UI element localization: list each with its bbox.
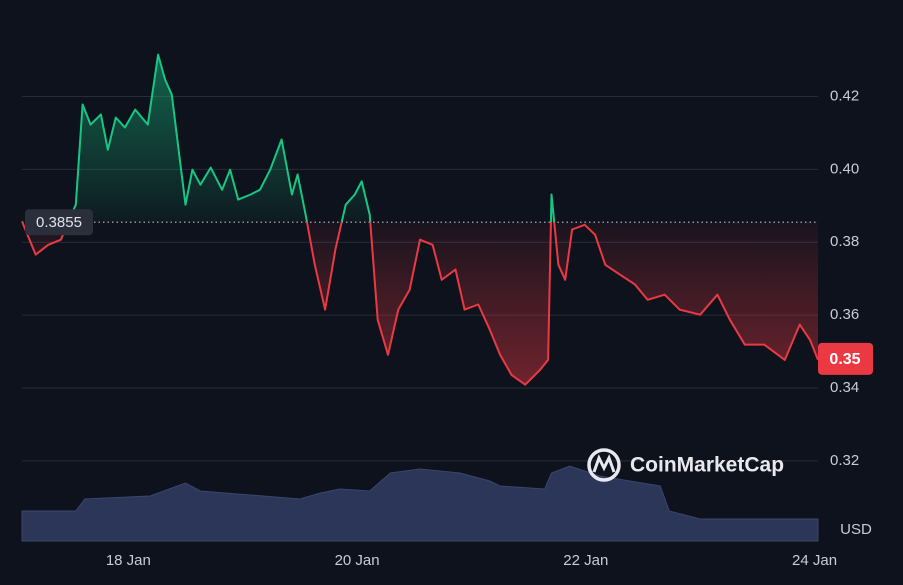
- x-tick-label: 22 Jan: [563, 552, 608, 569]
- watermark-text: CoinMarketCap: [630, 454, 784, 477]
- y-tick-label: 0.34: [830, 379, 859, 396]
- baseline-label: 0.3855: [36, 214, 82, 231]
- watermark-logo-mark: [592, 454, 616, 473]
- volume-area: [21, 465, 819, 542]
- price-area: [22, 54, 818, 385]
- y-tick-label: 0.40: [830, 160, 859, 177]
- x-tick-label: 18 Jan: [106, 552, 151, 569]
- watermark: CoinMarketCap: [587, 448, 784, 482]
- watermark-logo: [587, 448, 621, 482]
- y-tick-label: 0.42: [830, 87, 859, 104]
- currency-label: USD: [840, 521, 872, 538]
- current-price-box: [818, 342, 873, 375]
- y-tick-label: 0.36: [830, 306, 859, 323]
- price-line: [21, 53, 819, 386]
- y-tick-label: 0.32: [830, 452, 859, 469]
- y-tick-label: 0.38: [830, 233, 859, 250]
- x-tick-label: 20 Jan: [335, 552, 380, 569]
- baseline-label-box: [25, 209, 93, 236]
- x-tick-label: 24 Jan: [792, 552, 837, 569]
- current-price-label: 0.35: [829, 351, 860, 368]
